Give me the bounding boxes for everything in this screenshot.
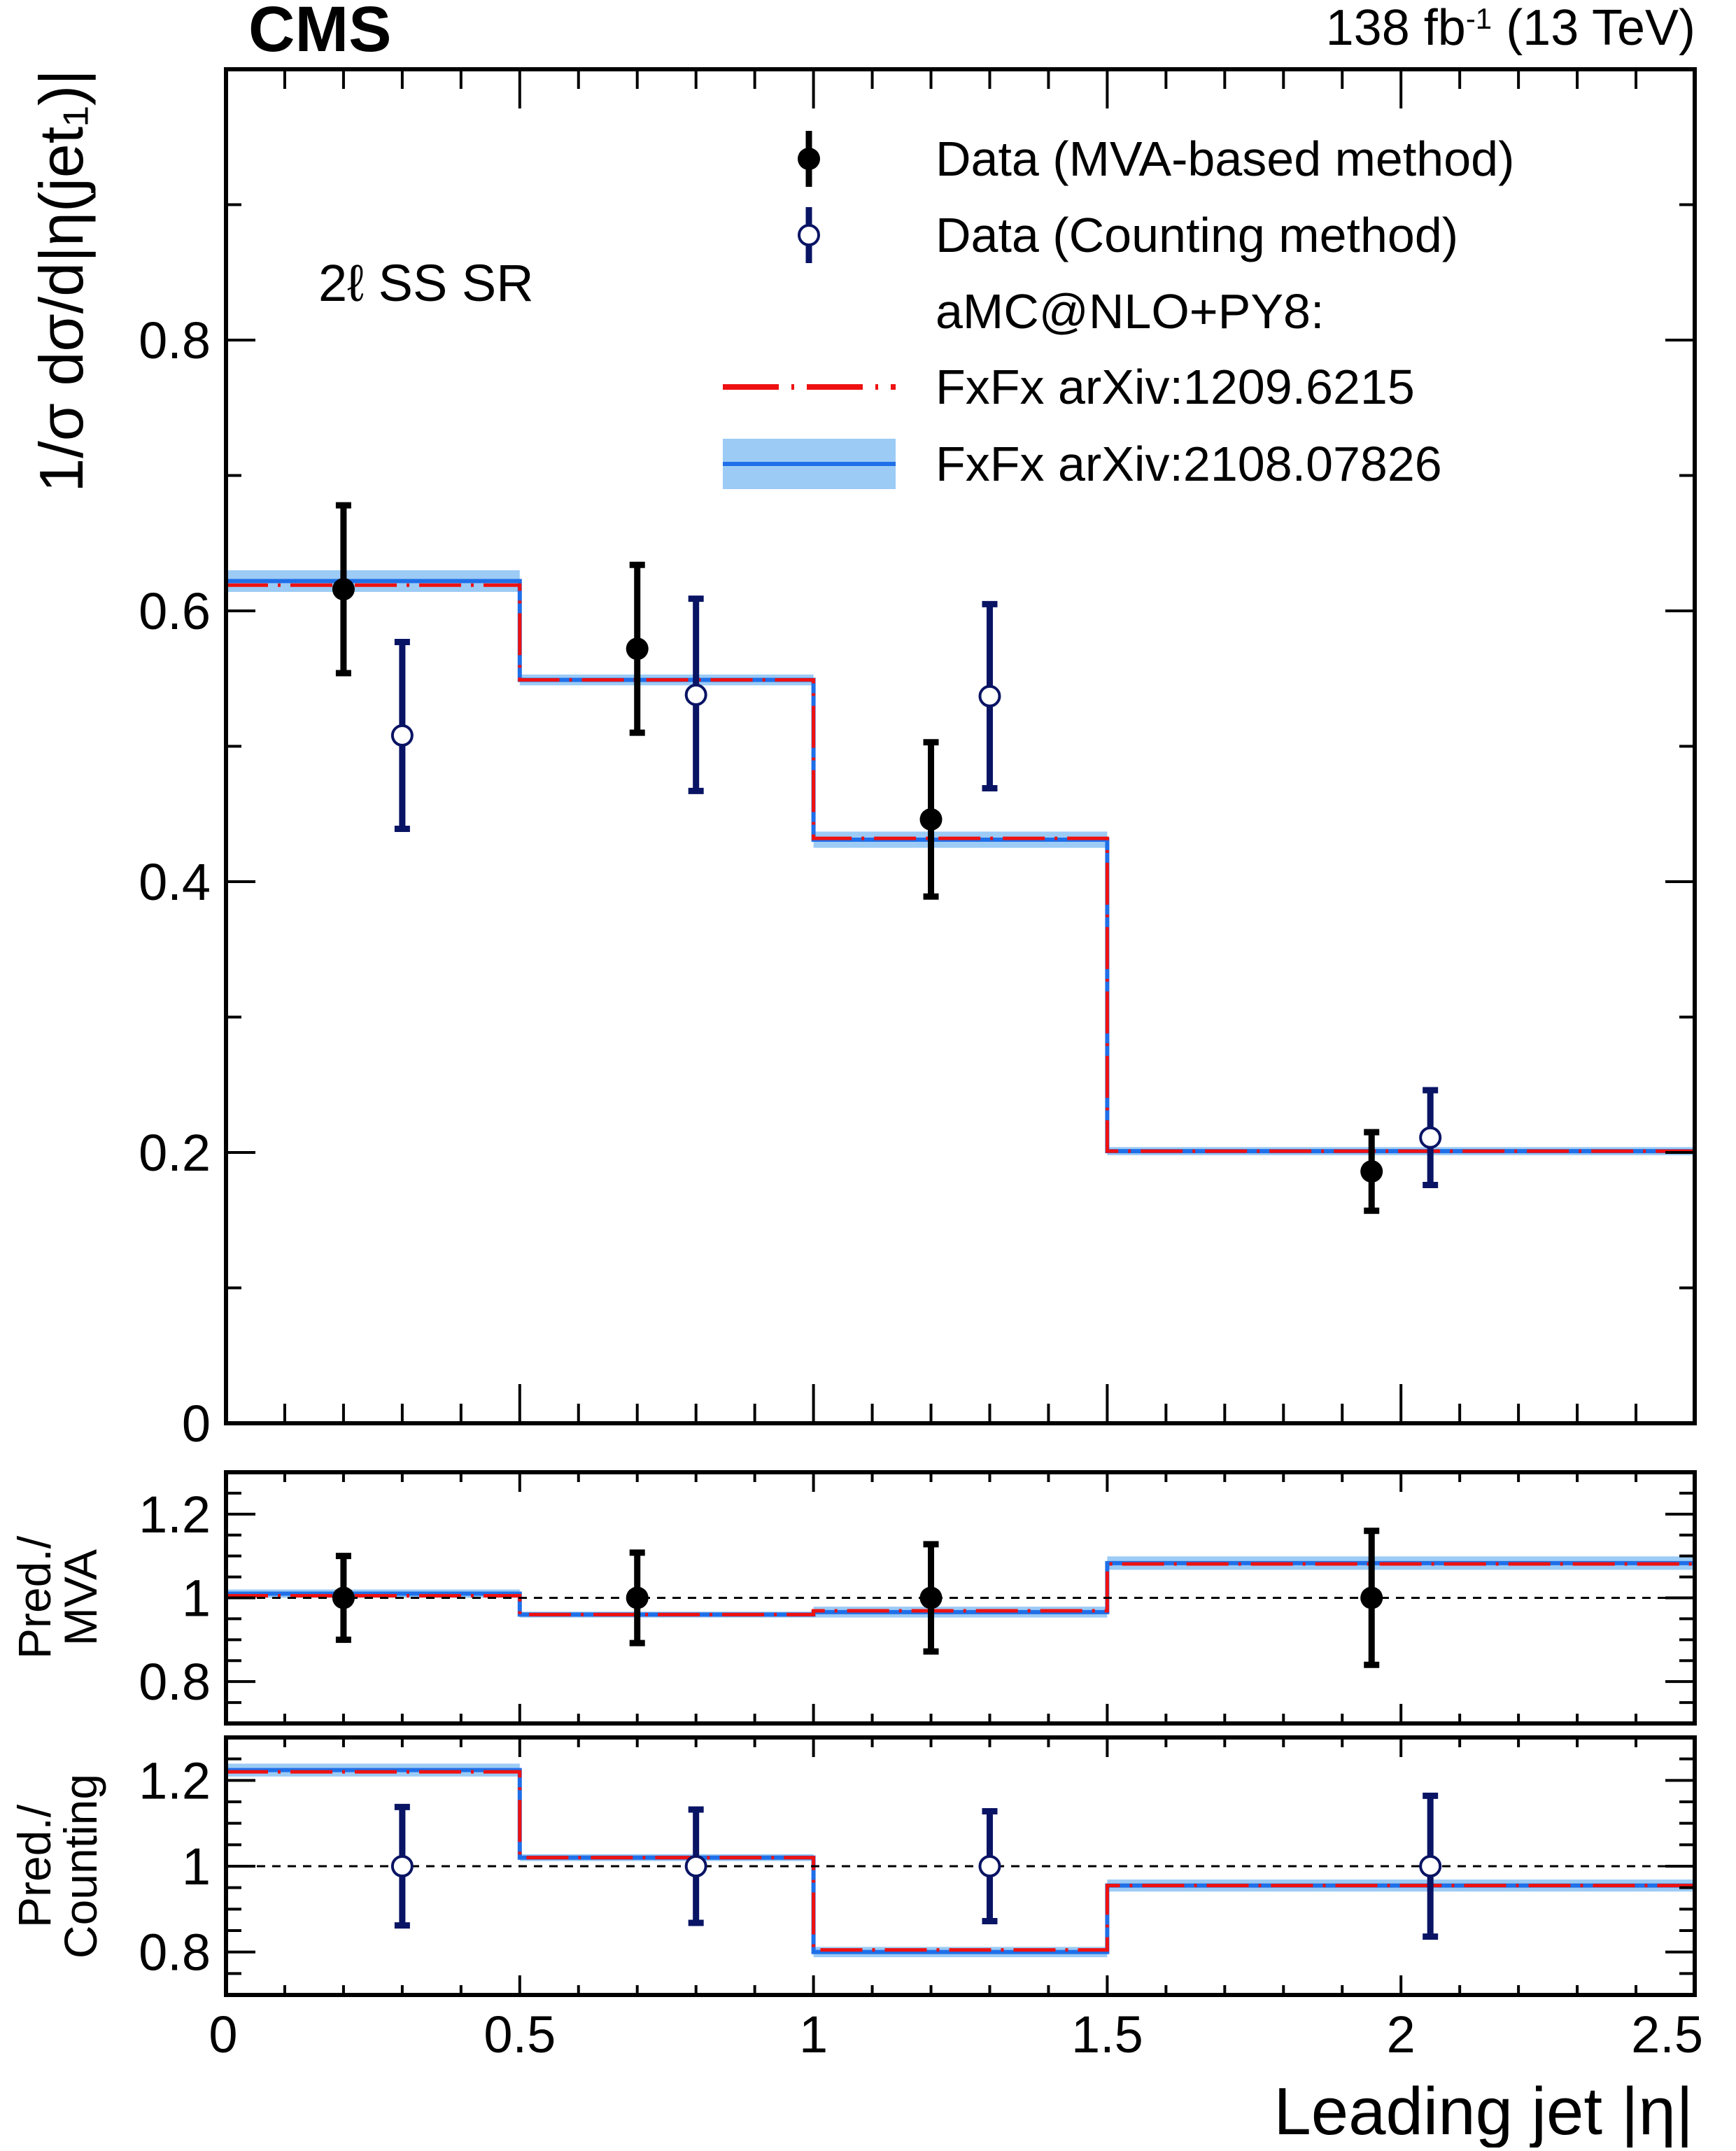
- legend-label-pred-red: FxFx arXiv:1209.6215: [936, 360, 1415, 414]
- ratio-counting-point-marker: [1419, 1855, 1442, 1877]
- ratio_counting-ytick-label: 1.2: [139, 1751, 211, 1810]
- legend-label-counting: Data (Counting method): [936, 208, 1458, 262]
- x-tick-label: 2.5: [1631, 2005, 1703, 2064]
- counting-point-marker: [390, 724, 414, 747]
- legend-counting-marker: [798, 224, 820, 246]
- x-tick-label: 2: [1387, 2005, 1416, 2064]
- ratio_counting-y-axis-label: Pred./Counting: [8, 1774, 106, 1959]
- ratio_mva-ytick-label: 1: [182, 1570, 211, 1628]
- ratio_mva-ytick-label: 1.2: [139, 1486, 211, 1544]
- main-pred-blue-line: [226, 579, 1695, 1154]
- x-axis-label: Leading jet |η|: [1273, 2074, 1693, 2148]
- legend-mva-marker: [798, 148, 820, 170]
- legend-label-mva: Data (MVA-based method): [936, 132, 1514, 186]
- mva-point-marker: [1360, 1160, 1383, 1183]
- main-ytick-label: 0.2: [139, 1124, 211, 1182]
- ratio-counting-point-marker: [978, 1855, 1001, 1877]
- ratio-mva-point-marker: [332, 1586, 355, 1609]
- mva-point-marker: [626, 637, 649, 661]
- ratio_counting-ylabel-line2: Counting: [55, 1774, 106, 1959]
- x-tick-label: 0: [209, 2005, 237, 2064]
- experiment-label: CMS: [248, 0, 392, 65]
- energy-label: (13 TeV): [1506, 0, 1695, 56]
- legend-label-pred-blue: FxFx arXiv:2108.07826: [936, 437, 1442, 491]
- lumi-value: 138 fb: [1325, 0, 1466, 56]
- ratio_mva-ylabel-line1: Pred./: [8, 1535, 60, 1659]
- ratio_counting-pred-red-line: [226, 1770, 1695, 1952]
- main-panel: 0 0.2 0.4 0.6 0.8: [139, 67, 1697, 1453]
- ratio_mva-y-axis-label: Pred./MVA: [8, 1535, 106, 1659]
- ratio-counting-point-marker: [390, 1855, 414, 1877]
- ratio_counting-ylabel-line1: Pred./: [8, 1804, 60, 1928]
- luminosity-label: 138 fb-1 (13 TeV): [1326, 3, 1695, 53]
- counting-point-marker: [684, 683, 707, 706]
- counting-point-marker: [1419, 1126, 1442, 1149]
- main-ytick-label: 0.8: [139, 311, 211, 369]
- ratio_counting-panel: 0.8 1 1.2: [139, 1735, 1697, 1997]
- mva-point-marker: [919, 807, 943, 831]
- ratio-mva-point-marker: [1360, 1586, 1383, 1609]
- ratio_counting-pred-blue-line: [226, 1768, 1695, 1954]
- ratio-counting-point-marker: [684, 1855, 707, 1877]
- counting-point-marker: [978, 684, 1001, 707]
- ratio_mva-ytick-label: 0.8: [139, 1653, 211, 1711]
- main-pred-red-line: [226, 583, 1695, 1153]
- legend-label-header: aMC@NLO+PY8:: [936, 284, 1324, 339]
- x-tick-label: 1: [799, 2005, 828, 2064]
- ratio_mva-ylabel-line2: MVA: [55, 1549, 106, 1646]
- ratio-mva-point-marker: [919, 1586, 943, 1609]
- main-ytick-label: 0: [182, 1395, 211, 1453]
- ratio_counting-ytick-label: 1: [182, 1838, 211, 1896]
- ratio_mva-panel: 0.8 1 1.2: [139, 1470, 1697, 1726]
- main-ytick-label: 0.4: [139, 853, 211, 911]
- region-label: 2ℓ SS SR: [318, 254, 534, 312]
- mva-point-marker: [332, 578, 355, 601]
- main-ytick-label: 0.6: [139, 582, 211, 640]
- x-tick-label: 1.5: [1071, 2005, 1143, 2064]
- x-tick-label: 0.5: [484, 2005, 556, 2064]
- main-y-axis-label: 1/σ dσ/d|η(jet₁)|: [27, 69, 96, 493]
- lumi-exponent: -1: [1465, 2, 1492, 35]
- legend: Data (MVA-based method) Data (Counting me…: [723, 131, 1514, 491]
- ratio-mva-point-marker: [626, 1586, 649, 1609]
- ratio_counting-ytick-label: 0.8: [139, 1924, 211, 1982]
